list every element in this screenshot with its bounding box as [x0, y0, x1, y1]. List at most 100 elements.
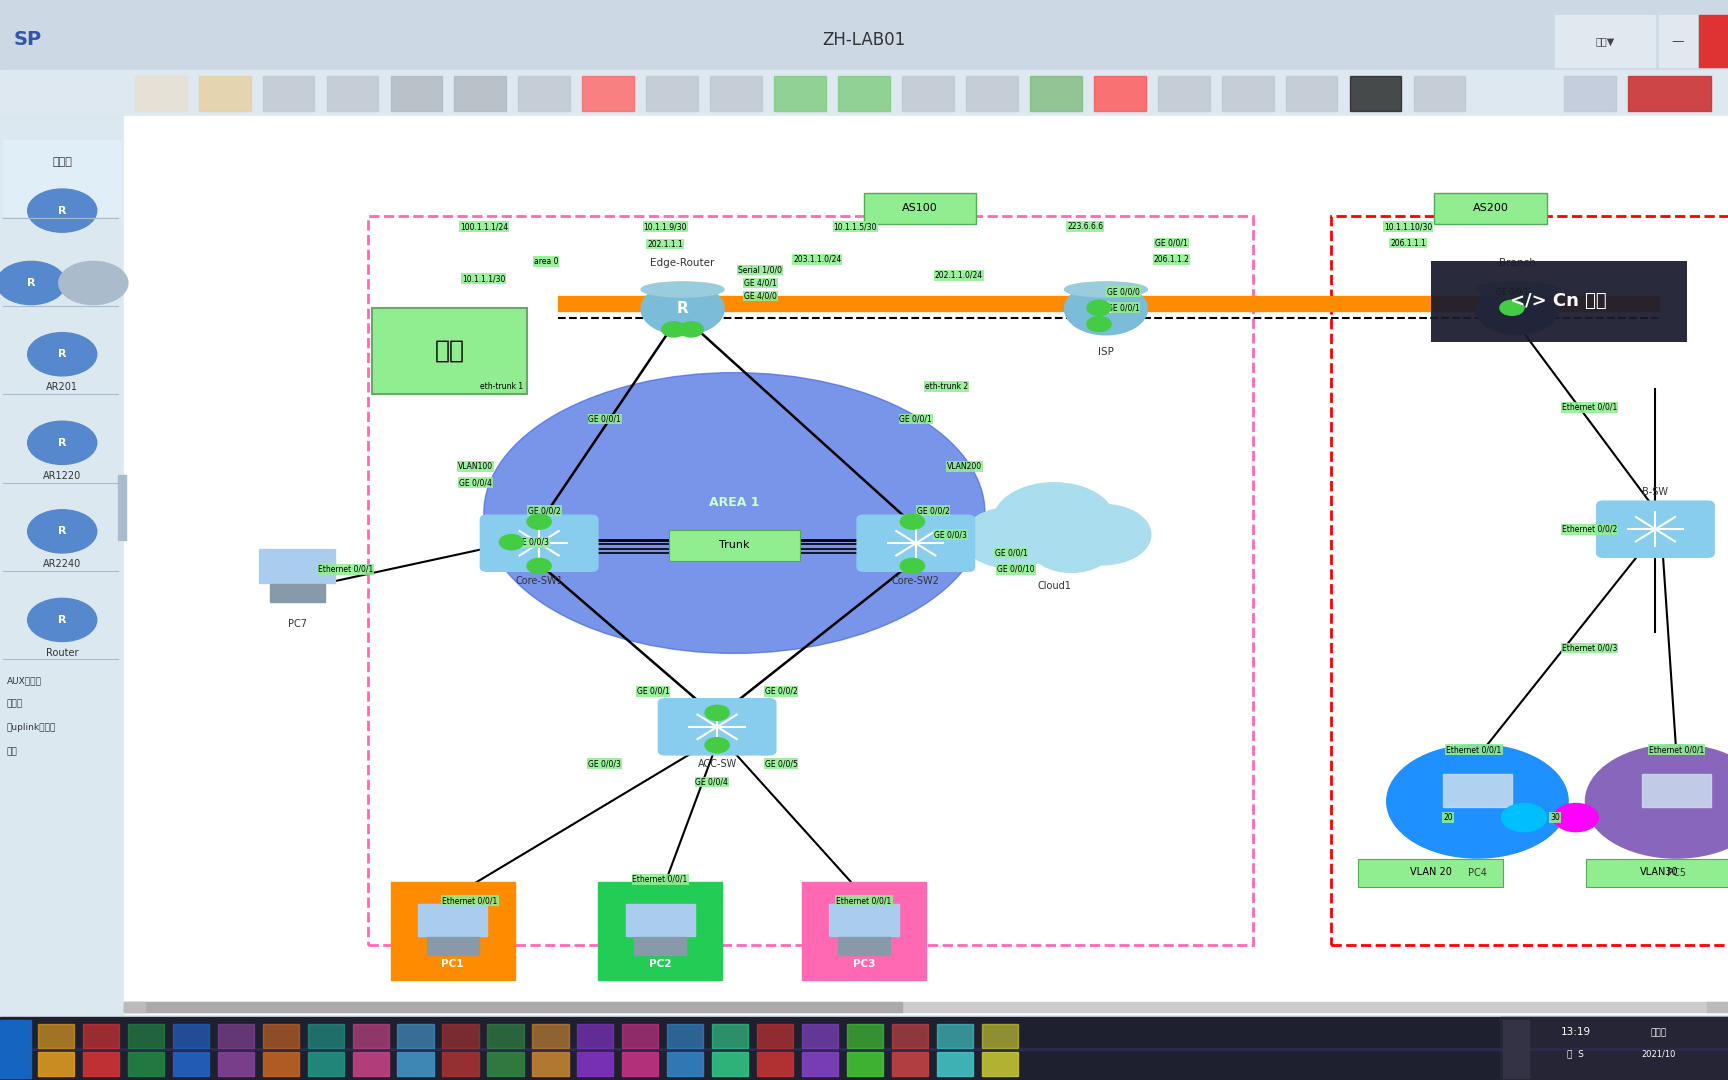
- Circle shape: [705, 705, 729, 720]
- Text: 10.1.1.9/30: 10.1.1.9/30: [643, 222, 688, 231]
- Bar: [1500, 1017, 1728, 1080]
- Bar: [622, 1024, 658, 1048]
- Text: —: —: [1671, 35, 1685, 48]
- Text: 选中: 0: 选中: 0: [135, 1040, 162, 1051]
- Text: AS200: AS200: [1472, 203, 1509, 214]
- Bar: [135, 76, 187, 111]
- Bar: [622, 1052, 658, 1076]
- Bar: [218, 1024, 254, 1048]
- Text: Ethernet 0/0/1: Ethernet 0/0/1: [318, 565, 373, 573]
- Text: 菜单▼: 菜单▼: [1595, 36, 1616, 46]
- Bar: [263, 1052, 299, 1076]
- Text: PC4: PC4: [1469, 868, 1486, 878]
- Ellipse shape: [1585, 745, 1728, 858]
- Text: GE 0/0/0: GE 0/0/0: [1106, 287, 1140, 296]
- Ellipse shape: [1476, 282, 1559, 297]
- Bar: [1414, 76, 1465, 111]
- FancyBboxPatch shape: [1358, 859, 1503, 887]
- Bar: [83, 1024, 119, 1048]
- Circle shape: [705, 738, 729, 753]
- Text: area 0: area 0: [534, 257, 558, 266]
- Bar: [634, 937, 686, 955]
- Circle shape: [28, 598, 97, 642]
- Circle shape: [28, 510, 97, 553]
- Text: AREA 1: AREA 1: [708, 496, 760, 509]
- Text: Trunk: Trunk: [719, 540, 750, 551]
- Bar: [558, 296, 1659, 311]
- Bar: [1443, 774, 1512, 807]
- Bar: [626, 904, 695, 936]
- Bar: [757, 1024, 793, 1048]
- Text: 20: 20: [1443, 813, 1453, 822]
- Text: PC1: PC1: [441, 959, 465, 969]
- Bar: [128, 1024, 164, 1048]
- Circle shape: [900, 514, 924, 529]
- Text: 10.1.1.5/30: 10.1.1.5/30: [833, 222, 878, 231]
- Text: GE 0/0/1: GE 0/0/1: [1496, 287, 1528, 296]
- Text: Ethernet 0/0/1: Ethernet 0/0/1: [632, 875, 688, 883]
- Bar: [0, 1015, 1728, 1080]
- Bar: [124, 1002, 902, 1012]
- Text: Core-SW1: Core-SW1: [515, 576, 563, 585]
- Bar: [838, 937, 890, 955]
- Bar: [712, 1052, 748, 1076]
- Bar: [1094, 76, 1146, 111]
- Circle shape: [1087, 300, 1111, 315]
- Text: GE 0/0/10: GE 0/0/10: [997, 565, 1035, 573]
- FancyBboxPatch shape: [1431, 261, 1687, 342]
- Bar: [1642, 774, 1711, 807]
- Text: VLAN30: VLAN30: [1640, 866, 1678, 877]
- Bar: [391, 76, 442, 111]
- Text: 接口，: 接口，: [7, 700, 22, 708]
- Text: AS100: AS100: [902, 203, 938, 214]
- Text: R: R: [59, 437, 66, 448]
- Text: GE 0/0/2: GE 0/0/2: [766, 687, 797, 696]
- FancyBboxPatch shape: [1586, 859, 1728, 887]
- Text: GE 4/0/0: GE 4/0/0: [743, 292, 778, 300]
- Bar: [902, 76, 954, 111]
- Bar: [1030, 76, 1082, 111]
- Circle shape: [28, 421, 97, 464]
- Text: Ethernet 0/0/2: Ethernet 0/0/2: [1562, 525, 1617, 534]
- Text: SP: SP: [14, 30, 41, 50]
- FancyBboxPatch shape: [658, 699, 776, 755]
- Bar: [353, 1024, 389, 1048]
- Bar: [532, 1052, 569, 1076]
- Circle shape: [1502, 804, 1547, 832]
- Bar: [397, 1024, 434, 1048]
- Bar: [38, 1024, 74, 1048]
- Text: Ethernet 0/0/1: Ethernet 0/0/1: [1649, 745, 1704, 754]
- Bar: [518, 76, 570, 111]
- Text: 总部: 总部: [434, 339, 465, 363]
- Text: Router: Router: [47, 648, 78, 658]
- Circle shape: [1030, 521, 1113, 572]
- Ellipse shape: [1386, 745, 1569, 858]
- Circle shape: [962, 508, 1059, 568]
- Text: GE 0/0/2: GE 0/0/2: [529, 507, 560, 515]
- Text: GE 0/0/1: GE 0/0/1: [638, 687, 669, 696]
- Bar: [124, 1002, 145, 1012]
- Circle shape: [994, 483, 1115, 558]
- Bar: [1286, 76, 1337, 111]
- Text: R: R: [59, 349, 66, 360]
- Bar: [1628, 76, 1711, 111]
- Bar: [173, 1052, 209, 1076]
- Bar: [598, 882, 722, 980]
- Text: ZH-LAB01: ZH-LAB01: [823, 31, 905, 49]
- Bar: [487, 1024, 524, 1048]
- Circle shape: [59, 261, 128, 305]
- Text: PC3: PC3: [852, 959, 876, 969]
- Bar: [646, 76, 698, 111]
- Bar: [308, 1024, 344, 1048]
- Bar: [802, 1052, 838, 1076]
- Bar: [0, 116, 124, 1015]
- Text: 星期五: 星期五: [1650, 1028, 1668, 1037]
- Text: GE 0/0/1: GE 0/0/1: [589, 415, 620, 423]
- Text: VLAN200: VLAN200: [947, 462, 982, 471]
- Bar: [1158, 76, 1210, 111]
- Bar: [0, 1017, 1728, 1080]
- Text: GE 0/0/3: GE 0/0/3: [515, 538, 550, 546]
- Circle shape: [527, 514, 551, 529]
- Ellipse shape: [484, 373, 985, 653]
- Text: GE 0/0/3: GE 0/0/3: [933, 530, 968, 539]
